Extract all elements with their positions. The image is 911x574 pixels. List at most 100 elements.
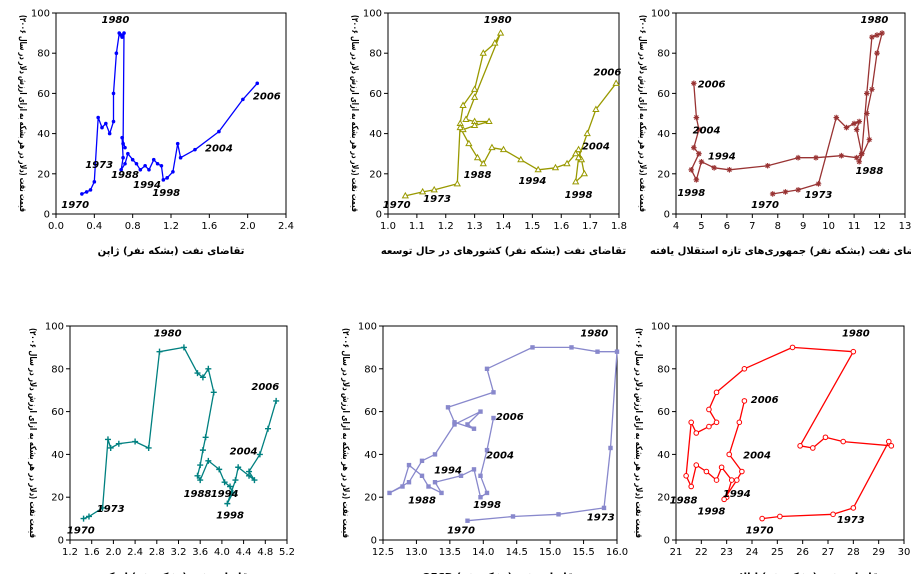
data-point: [569, 345, 574, 350]
data-point: [120, 35, 124, 39]
x-tick-label: 2.8: [149, 547, 165, 558]
data-point: [114, 51, 119, 55]
x-tick-label: 7: [749, 221, 755, 232]
y-tick-label: 80: [364, 364, 377, 375]
data-point: [866, 136, 873, 143]
x-tick-label: 0.0: [48, 221, 64, 232]
x-tick-label: 1.6: [84, 547, 100, 558]
x-tick-label: 12.5: [372, 547, 394, 558]
data-point: [145, 444, 152, 451]
x-tick-label: 4.0: [214, 547, 230, 558]
x-tick-label: 12: [873, 221, 886, 232]
data-point: [241, 97, 245, 102]
data-point: [693, 177, 700, 183]
x-tick-label: 21: [670, 547, 683, 558]
data-point: [246, 468, 253, 475]
plot-frame: [675, 325, 905, 541]
data-point: [491, 39, 499, 46]
data-point: [491, 415, 496, 421]
y-tick-label: 80: [37, 49, 50, 60]
data-point: [874, 50, 880, 56]
data-point: [202, 434, 209, 441]
data-point: [551, 163, 560, 171]
year-annotation: 2006: [594, 67, 622, 78]
data-point: [224, 500, 231, 507]
year-annotation: 1970: [751, 200, 779, 211]
data-point: [470, 93, 479, 100]
year-annotation: 1994: [434, 466, 462, 477]
data-point: [143, 163, 147, 168]
data-point: [713, 477, 720, 483]
data-point: [833, 114, 840, 121]
x-tick-label: 30: [898, 547, 911, 558]
year-annotation: 1998: [677, 188, 705, 199]
data-point: [479, 49, 487, 56]
data-point: [840, 438, 847, 445]
series-line: [83, 346, 277, 520]
data-point: [456, 123, 464, 131]
data-point: [718, 464, 725, 471]
data-point: [419, 473, 425, 478]
series-line: [685, 346, 892, 520]
data-point: [815, 181, 822, 187]
data-point: [688, 166, 695, 173]
y-tick-label: 0: [376, 210, 382, 221]
data-point: [197, 477, 204, 484]
x-tick-label: 3.6: [192, 547, 208, 558]
data-point: [691, 80, 697, 87]
data-point: [193, 147, 197, 152]
y-tick-label: 40: [37, 129, 50, 140]
data-point: [465, 518, 470, 523]
data-point: [782, 189, 789, 195]
data-point: [194, 472, 201, 479]
data-point: [759, 515, 765, 522]
year-annotation: 1998: [216, 511, 244, 522]
chart-6: 21 22 23 24 25 26 27 28 29 30 0 20 40 60 80 100 1970 1973…: [633, 322, 910, 574]
plot-frame: [382, 325, 618, 541]
y-tick-label: 60: [657, 407, 670, 418]
year-annotation: 1970: [61, 200, 89, 211]
y-tick-label: 80: [51, 364, 64, 375]
x-tick-label: 28: [847, 547, 860, 558]
x-tick-label: 3.2: [171, 547, 187, 558]
year-annotation: 1970: [746, 526, 774, 537]
data-point: [465, 422, 470, 427]
x-tick-label: 1.0: [380, 221, 396, 232]
year-annotation: 2004: [582, 142, 610, 153]
year-annotation: 2004: [230, 446, 258, 457]
y-tick-label: 40: [657, 450, 670, 461]
y-tick-label: 40: [364, 450, 377, 461]
x-tick-label: 1.8: [611, 221, 627, 232]
data-point: [721, 496, 727, 503]
year-annotation: 1988: [408, 496, 436, 507]
x-tick-label: 5: [698, 221, 704, 232]
x-tick-label: 1.2: [438, 221, 454, 232]
y-axis-label: قیمت نفت (دلار در هر بشکه به ازای ارزش د…: [27, 328, 37, 538]
data-point: [856, 118, 862, 125]
y-tick-label: 100: [651, 322, 670, 333]
data-point: [229, 489, 236, 496]
data-point: [99, 504, 106, 511]
x-tick-label: 14.0: [472, 547, 494, 558]
data-point: [888, 443, 895, 449]
chart-3: 4 5 6 7 8 9 10 11 12 13 0 20 40 60 80 100 1970 1973 1980 19…: [637, 9, 911, 258]
data-point: [853, 126, 860, 133]
data-point: [830, 511, 836, 518]
data-point: [572, 149, 580, 157]
y-tick-label: 20: [37, 169, 50, 180]
data-point: [221, 479, 228, 486]
x-tick-label: 1.1: [409, 221, 425, 232]
data-point: [696, 126, 702, 133]
data-point: [485, 117, 493, 125]
y-tick-label: 60: [51, 407, 64, 418]
data-point: [592, 105, 600, 112]
data-point: [769, 191, 776, 197]
year-annotation: 1980: [861, 15, 889, 26]
year-annotation: 1973: [85, 160, 113, 171]
x-tick-label: 2.4: [127, 547, 143, 558]
data-point: [574, 145, 583, 153]
year-annotation: 1973: [423, 194, 451, 205]
data-point: [210, 389, 217, 396]
year-annotation: 1988: [184, 489, 212, 500]
data-point: [595, 349, 600, 354]
